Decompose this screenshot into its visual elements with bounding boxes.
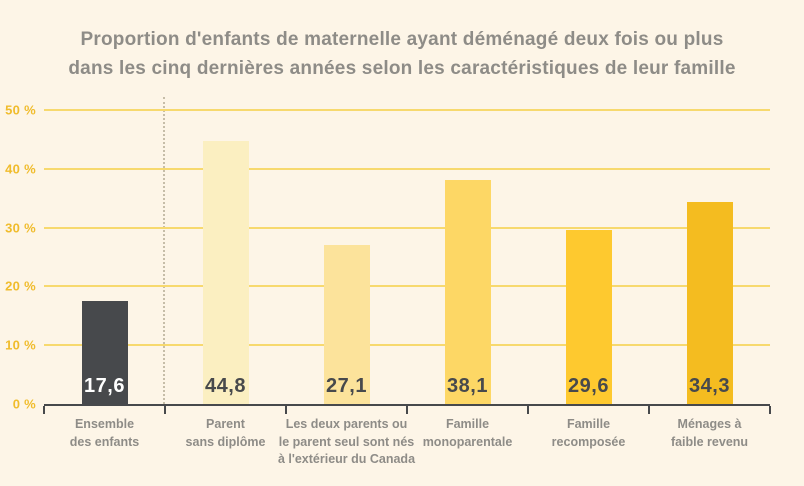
gridline xyxy=(44,285,770,288)
category-cell: Les deux parents ou le parent seul sont … xyxy=(278,416,415,469)
y-axis-tick-label: 0 % xyxy=(12,396,36,412)
bar-value-label: 27,1 xyxy=(326,375,367,397)
bar-value-label: 17,6 xyxy=(84,375,125,397)
axis-tick xyxy=(43,406,45,414)
axis-tick xyxy=(769,406,771,414)
bar: 34,3 xyxy=(686,202,733,404)
axis-tick xyxy=(164,406,166,414)
gridline xyxy=(44,167,770,170)
bar-value-label: 34,3 xyxy=(689,375,730,397)
y-axis-tick-label: 20 % xyxy=(5,278,36,294)
category-label: Ménages à faible revenu xyxy=(670,417,749,449)
category-label: Famille recomposée xyxy=(551,417,626,449)
bar-value-label: 44,8 xyxy=(205,375,246,397)
bar-value-label: 38,1 xyxy=(447,375,488,397)
y-axis-labels: 0 % 10 % 20 % 30 % 40 % 50 % xyxy=(0,103,40,412)
y-axis-tick-label: 40 % xyxy=(5,161,36,177)
category-label: Famille monoparentale xyxy=(422,417,513,449)
bar: 44,8 xyxy=(202,140,249,404)
axis-tick xyxy=(648,406,650,414)
category-label: Parent sans diplôme xyxy=(185,417,266,449)
y-axis-tick-label: 30 % xyxy=(5,220,36,236)
category-cell: Ensemble des enfants xyxy=(44,416,165,469)
bar: 17,6 xyxy=(81,300,128,404)
gridline xyxy=(44,109,770,111)
category-cell: Famille monoparentale xyxy=(407,416,528,469)
gridline xyxy=(44,344,770,347)
category-label: Ensemble des enfants xyxy=(69,417,140,449)
bar-value-label: 29,6 xyxy=(568,375,609,397)
x-axis-category-labels: Ensemble des enfants Parent sans diplôme L… xyxy=(44,416,770,469)
chart-title: Proportion d'enfants de maternelle ayant… xyxy=(68,29,736,80)
bar: 27,1 xyxy=(323,244,370,404)
category-label: Les deux parents ou le parent seul sont … xyxy=(277,417,416,466)
gridline xyxy=(44,226,770,229)
divider-dotted-line xyxy=(163,97,165,404)
x-axis-line xyxy=(44,404,770,406)
axis-tick xyxy=(285,406,287,414)
category-cell: Ménages à faible revenu xyxy=(649,416,770,469)
bar: 38,1 xyxy=(444,179,491,404)
y-axis-tick-label: 10 % xyxy=(5,337,36,353)
axis-tick xyxy=(406,406,408,414)
category-cell: Parent sans diplôme xyxy=(165,416,286,469)
plot-area: 17,6 44,8 27,1 38,1 29,6 34,3 xyxy=(43,97,771,414)
bar: 29,6 xyxy=(565,229,612,404)
y-axis-tick-label: 50 % xyxy=(5,102,36,118)
category-cell: Famille recomposée xyxy=(528,416,649,469)
axis-tick xyxy=(527,406,529,414)
